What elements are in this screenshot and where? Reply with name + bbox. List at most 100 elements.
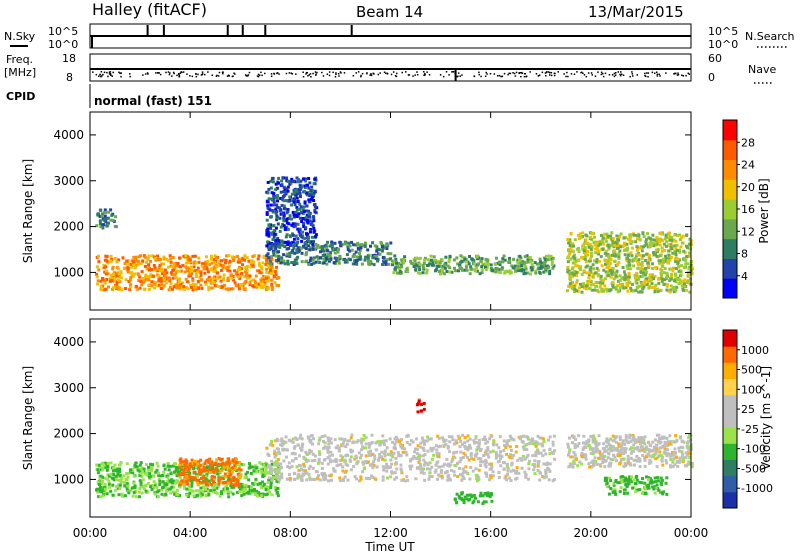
data-cell: [685, 255, 689, 258]
data-cell: [204, 477, 208, 481]
data-cell: [189, 284, 193, 287]
data-cell: [458, 496, 462, 500]
data-cell: [527, 467, 531, 471]
data-cell: [229, 490, 233, 494]
data-cell: [488, 493, 492, 497]
data-cell: [581, 257, 585, 260]
data-cell: [334, 460, 338, 464]
nave-dot: [484, 75, 487, 77]
data-cell: [461, 433, 465, 437]
data-cell: [634, 288, 638, 292]
data-cell: [338, 257, 342, 261]
data-cell: [118, 467, 121, 471]
data-cell: [590, 288, 594, 292]
data-cell: [687, 267, 691, 271]
data-cell: [292, 191, 296, 195]
data-cell: [293, 452, 297, 456]
data-cell: [226, 279, 230, 282]
data-cell: [584, 287, 588, 291]
data-cell: [134, 264, 138, 268]
data-cell: [111, 219, 115, 222]
data-cell: [162, 262, 165, 266]
data-cell: [291, 249, 295, 252]
data-cell: [417, 264, 421, 268]
data-cell: [465, 265, 468, 269]
data-cell: [495, 443, 499, 447]
data-cell: [367, 454, 371, 458]
data-cell: [542, 437, 546, 441]
data-cell: [453, 463, 457, 467]
data-cell: [672, 286, 676, 289]
data-cell: [262, 463, 266, 467]
data-cell: [220, 490, 223, 494]
data-cell: [421, 264, 425, 267]
data-cell: [600, 264, 604, 268]
data-cell: [366, 255, 370, 259]
nave-dot: [647, 72, 650, 74]
data-cell: [571, 287, 575, 291]
data-cell: [579, 268, 583, 272]
nave-dot: [258, 74, 261, 76]
data-cell: [282, 207, 286, 211]
data-cell: [534, 269, 538, 273]
data-cell: [101, 494, 105, 498]
data-cell: [455, 501, 459, 505]
data-cell: [278, 245, 282, 249]
data-cell: [295, 251, 299, 254]
velocity-marks: [95, 398, 694, 506]
data-cell: [380, 450, 384, 454]
data-cell: [297, 248, 300, 252]
data-cell: [295, 206, 299, 210]
data-cell: [455, 256, 459, 260]
data-cell: [595, 258, 599, 262]
data-cell: [630, 240, 634, 244]
data-cell: [338, 240, 342, 244]
data-cell: [115, 282, 119, 286]
data-cell: [267, 256, 271, 260]
data-cell: [307, 177, 311, 180]
data-cell: [423, 478, 427, 482]
data-cell: [303, 237, 307, 240]
data-cell: [371, 466, 375, 470]
data-cell: [101, 212, 105, 216]
data-cell: [428, 467, 432, 471]
colorbar-tick-label: 20: [741, 181, 755, 194]
data-cell: [237, 283, 241, 287]
data-cell: [265, 213, 269, 216]
data-cell: [259, 280, 263, 284]
data-cell: [593, 247, 597, 251]
data-cell: [217, 479, 221, 483]
data-cell: [280, 179, 284, 183]
data-cell: [199, 273, 203, 277]
data-cell: [137, 273, 141, 277]
data-cell: [290, 217, 294, 221]
data-cell: [646, 483, 650, 487]
data-cell: [268, 259, 272, 263]
data-cell: [403, 447, 407, 451]
data-cell: [197, 260, 201, 264]
data-cell: [145, 267, 149, 271]
data-cell: [118, 280, 122, 284]
data-cell: [344, 469, 348, 473]
data-cell: [391, 440, 395, 444]
data-cell: [668, 452, 672, 456]
data-cell: [284, 227, 288, 231]
data-cell: [384, 439, 388, 443]
data-cell: [254, 274, 258, 278]
data-cell: [553, 457, 557, 461]
data-cell: [241, 263, 244, 267]
data-cell: [346, 453, 350, 457]
data-cell: [380, 455, 383, 459]
data-cell: [222, 466, 226, 470]
data-cell: [352, 243, 356, 247]
data-cell: [567, 284, 571, 288]
data-cell: [314, 243, 318, 246]
data-cell: [327, 479, 330, 483]
data-cell: [463, 256, 467, 260]
data-cell: [178, 463, 182, 467]
data-cell: [143, 255, 147, 259]
data-cell: [442, 443, 446, 447]
data-cell: [161, 474, 165, 477]
data-cell: [360, 453, 364, 457]
data-cell: [251, 481, 255, 485]
